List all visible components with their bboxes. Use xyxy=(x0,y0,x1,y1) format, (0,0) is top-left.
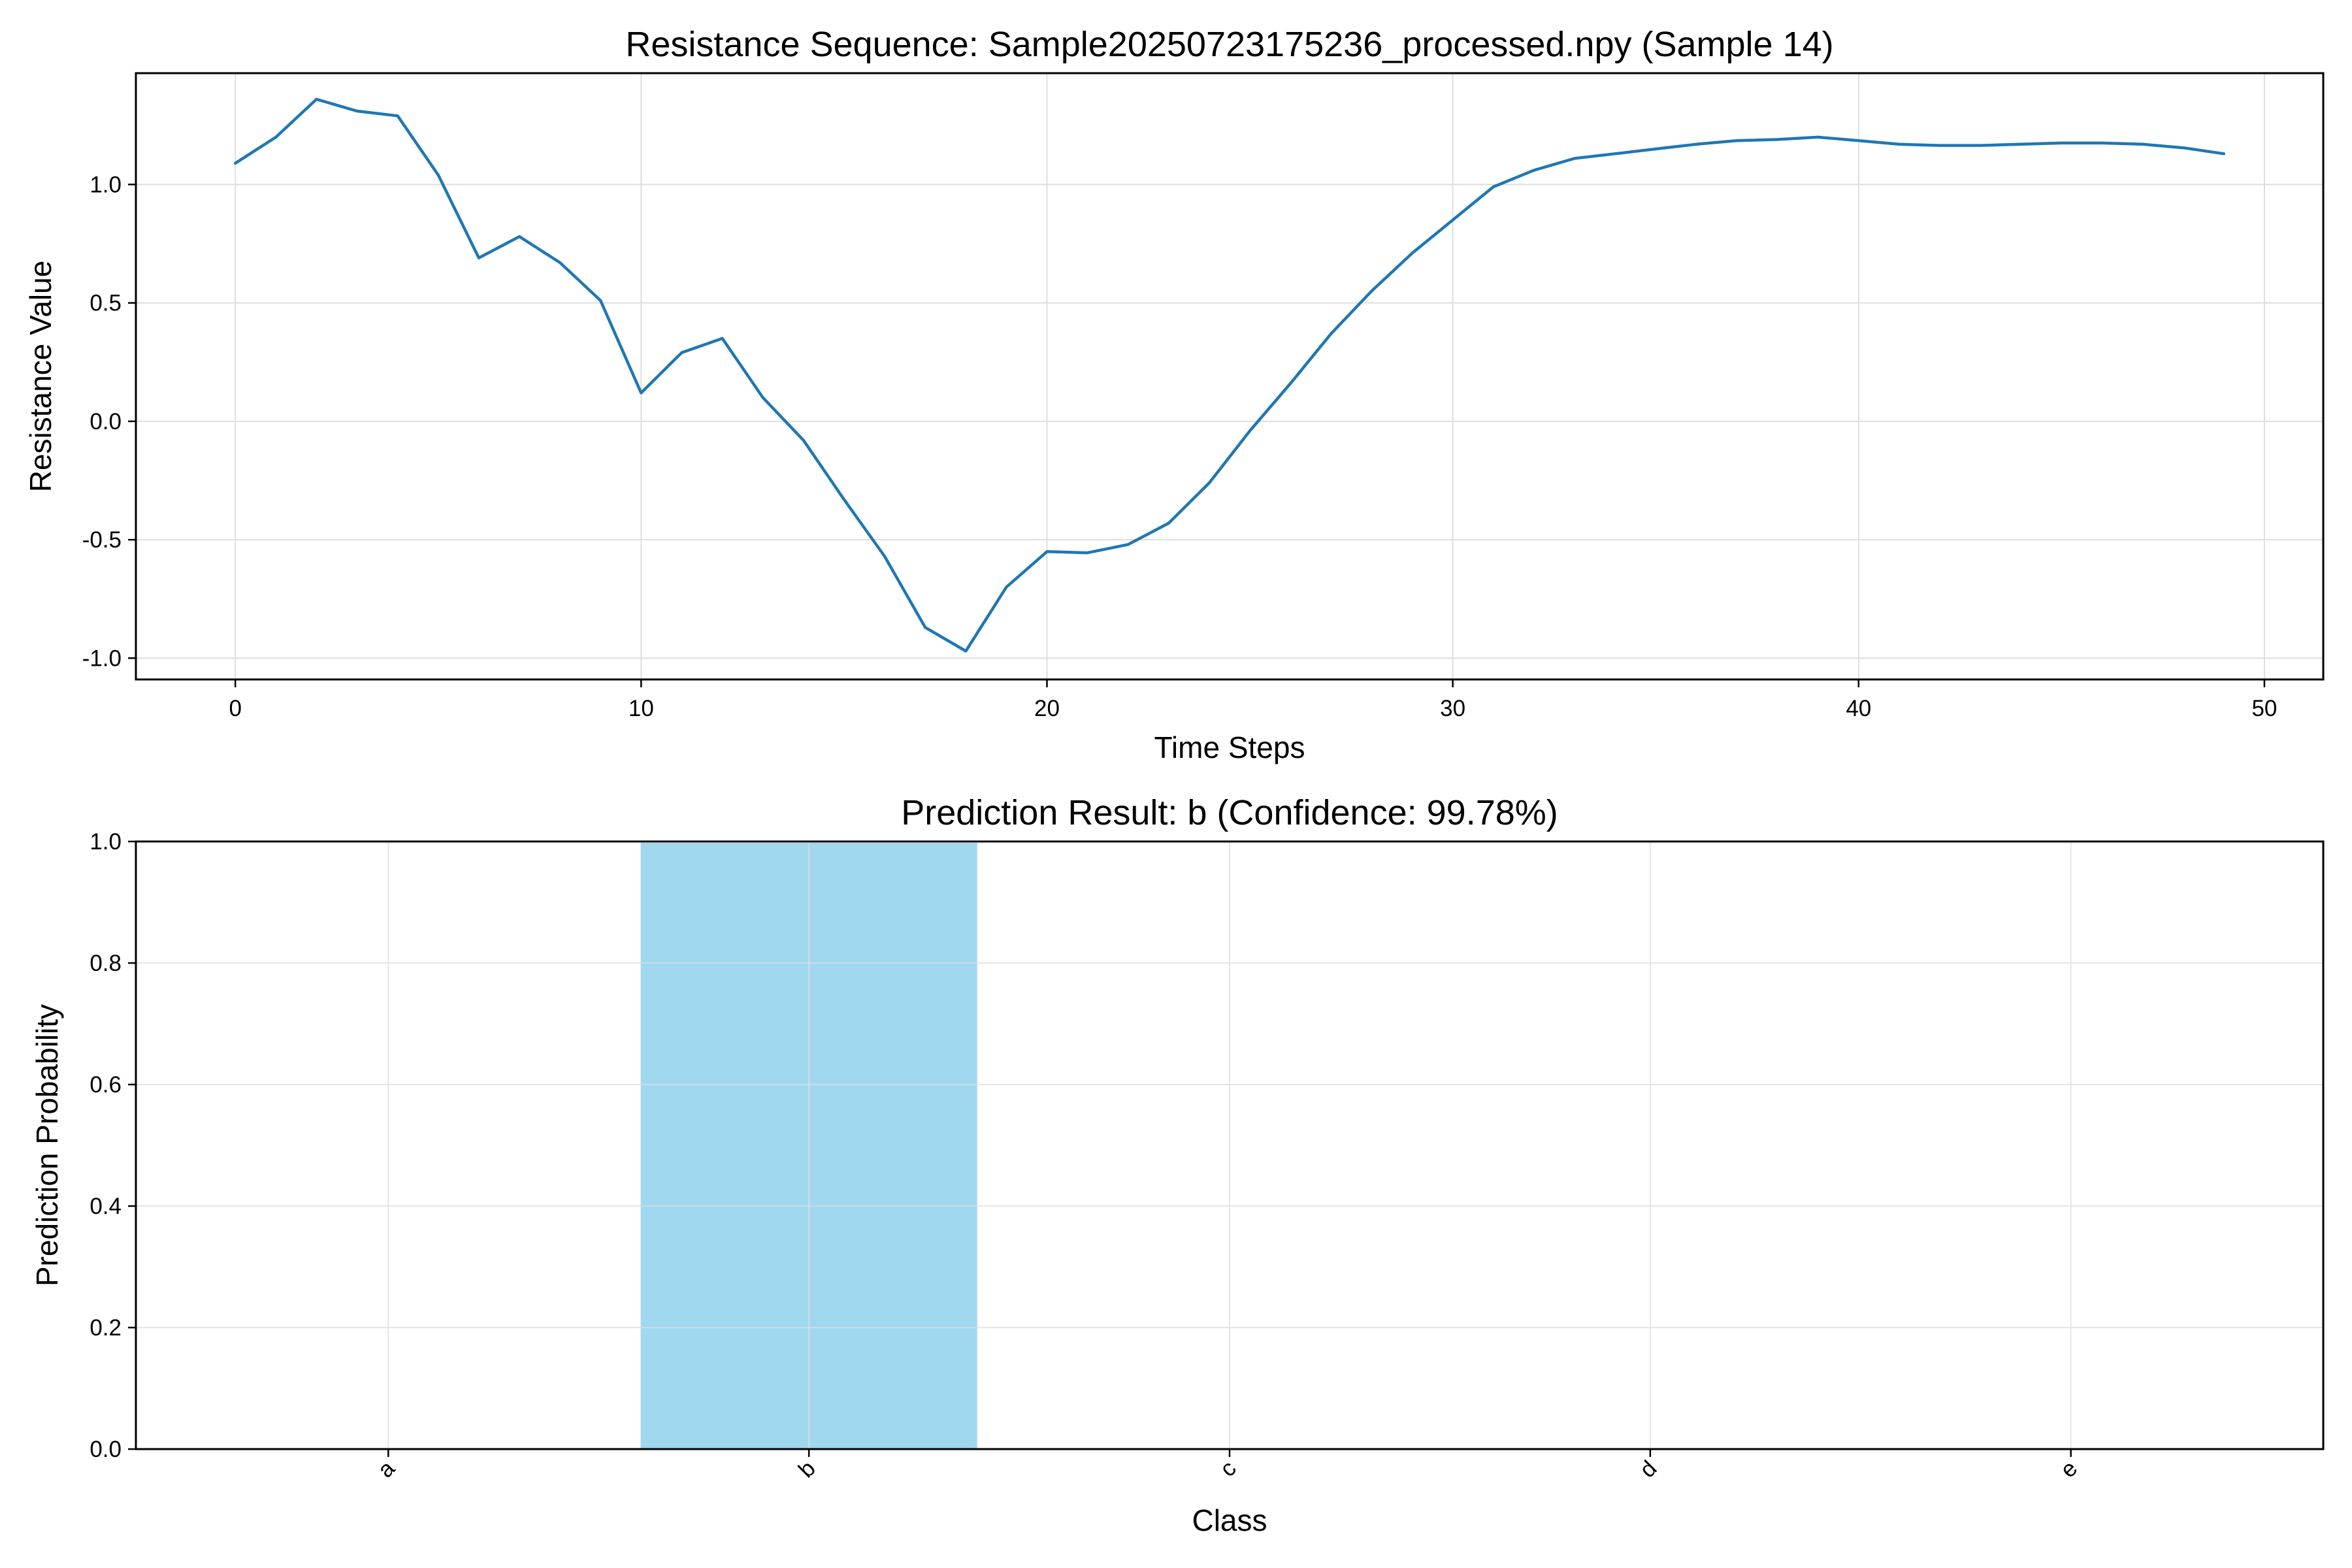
y-tick-label: 1.0 xyxy=(90,829,122,855)
x-tick-label: 10 xyxy=(629,696,654,721)
resistance-sequence-chart: Resistance Sequence: Sample2025072317523… xyxy=(24,25,2325,764)
chart-2-title: Prediction Result: b (Confidence: 99.78%… xyxy=(901,793,1558,832)
chart-2-x-axis-label: Class xyxy=(1192,1503,1267,1537)
chart-2-y-axis-label: Prediction Probability xyxy=(30,1004,64,1286)
chart-1-y-axis-label: Resistance Value xyxy=(24,261,57,493)
chart-1-x-ticks: 0 10 20 30 40 50 xyxy=(229,679,2277,721)
y-tick-label: 0.6 xyxy=(90,1072,122,1098)
y-tick-label: 0.8 xyxy=(90,951,122,976)
chart-1-grid xyxy=(136,73,2323,679)
x-tick-label: 40 xyxy=(1846,696,1871,721)
chart-1-marks xyxy=(233,97,2226,653)
x-tick-label: 30 xyxy=(1440,696,1465,721)
y-tick-label: 0.5 xyxy=(90,291,122,316)
y-tick-label: 0.0 xyxy=(90,409,122,434)
y-tick-label: -0.5 xyxy=(82,527,122,553)
chart-2-y-ticks: 0.0 0.2 0.4 0.6 0.8 1.0 xyxy=(90,829,136,1462)
x-tick-label: 50 xyxy=(2251,696,2277,721)
resistance-series-line xyxy=(233,97,2226,653)
y-tick-label: -1.0 xyxy=(82,645,122,671)
chart-1-y-ticks: -1.0 -0.5 0.0 0.5 1.0 xyxy=(82,172,136,671)
chart-1-x-axis-label: Time Steps xyxy=(1154,730,1305,764)
x-tick-label: 20 xyxy=(1034,696,1060,721)
prediction-result-chart: Prediction Result: b (Confidence: 99.78%… xyxy=(30,793,2325,1537)
y-tick-label: 0.4 xyxy=(90,1194,122,1219)
x-tick-label: 0 xyxy=(229,696,241,721)
y-tick-label: 0.2 xyxy=(90,1315,122,1341)
y-tick-label: 0.0 xyxy=(90,1437,122,1462)
chart-1-title: Resistance Sequence: Sample2025072317523… xyxy=(625,25,1833,64)
chart-1-frame xyxy=(135,72,2325,681)
y-tick-label: 1.0 xyxy=(90,172,122,197)
